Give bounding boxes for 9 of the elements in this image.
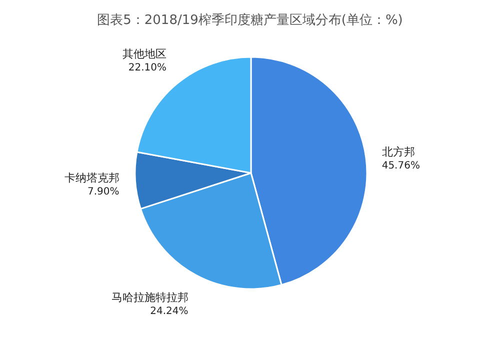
slice-label: 其他地区 [122, 48, 167, 61]
slice-label: 马哈拉施特拉邦 [111, 291, 188, 304]
data-label: 45.76% [382, 160, 420, 172]
data-label: 24.24% [150, 306, 188, 318]
chart-title: 图表5：2018/19榨季印度糖产量区域分布(单位：%) [97, 12, 403, 28]
data-label: 7.90% [88, 186, 120, 198]
data-label: 22.10% [128, 62, 167, 74]
slice-label: 卡纳塔克邦 [64, 172, 120, 185]
slice-label: 北方邦 [382, 145, 415, 158]
